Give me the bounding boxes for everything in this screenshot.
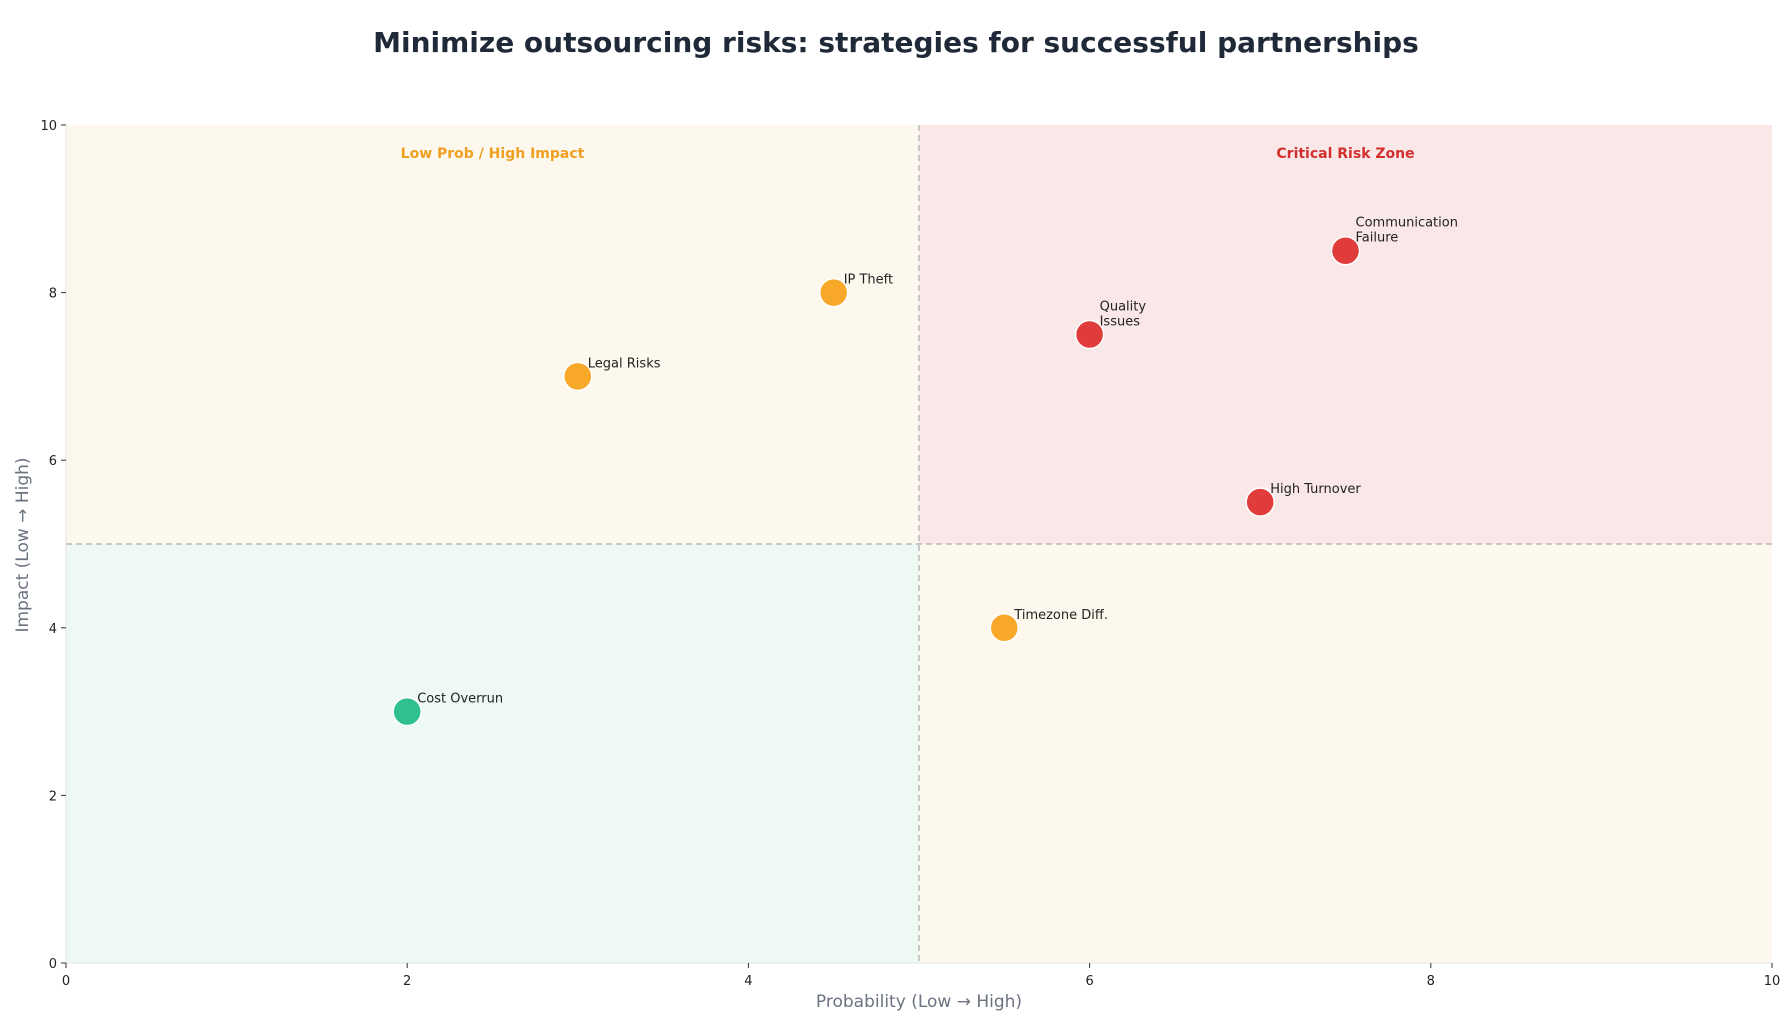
- data-point-marker: [1330, 235, 1361, 266]
- y-tick-label: 10: [40, 119, 57, 134]
- y-tick-label: 8: [49, 287, 57, 302]
- zone-label-low-high: Low Prob / High Impact: [401, 146, 585, 162]
- x-tick-label: 10: [1764, 974, 1781, 989]
- data-point-marker: [563, 361, 593, 392]
- chart-title: Minimize outsourcing risks: strategies f…: [373, 26, 1419, 59]
- y-axis-label: Impact (Low → High): [13, 457, 33, 632]
- data-point-group: Legal Risks: [563, 356, 661, 392]
- threshold-lines: [66, 125, 1772, 963]
- data-point-marker: [1245, 487, 1275, 517]
- y-tick-label: 6: [49, 454, 57, 469]
- data-point-marker: [989, 613, 1020, 643]
- data-point-label: Failure: [1356, 231, 1399, 246]
- data-point-marker: [392, 696, 422, 727]
- data-point-marker: [1074, 319, 1105, 350]
- x-tick-label: 4: [744, 974, 752, 989]
- axes: 0 2 4 6 8 10 0 2 4 6 8 10: [40, 119, 1780, 989]
- x-tick-label: 0: [62, 974, 70, 989]
- y-tick-label: 2: [49, 789, 57, 804]
- y-tick-label: 4: [49, 622, 57, 637]
- data-point-label: Cost Overrun: [417, 692, 503, 707]
- quadrant-backgrounds: [66, 125, 1772, 963]
- y-tick-label: 0: [49, 957, 57, 972]
- x-axis-label: Probability (Low → High): [816, 992, 1022, 1012]
- x-tick-label: 2: [403, 974, 411, 989]
- data-point-group: High Turnover: [1245, 482, 1361, 517]
- data-point-group: Timezone Diff.: [989, 608, 1108, 643]
- quadrant-high-low: [919, 544, 1772, 963]
- quadrant-high-high: [919, 125, 1772, 544]
- data-point-group: Cost Overrun: [392, 692, 503, 727]
- data-point-label: High Turnover: [1270, 482, 1361, 497]
- data-point-label: IP Theft: [844, 273, 893, 288]
- data-point-marker: [818, 277, 849, 308]
- data-point-label: Issues: [1100, 315, 1141, 330]
- zone-label-high-high: Critical Risk Zone: [1276, 146, 1414, 162]
- x-tick-label: 8: [1427, 974, 1435, 989]
- data-point-label: Timezone Diff.: [1013, 608, 1108, 623]
- data-point-label: Communication: [1356, 216, 1458, 231]
- data-point-group: IP Theft: [818, 273, 893, 308]
- zone-labels: Low Prob / High Impact Critical Risk Zone: [401, 146, 1415, 162]
- x-tick-label: 6: [1085, 974, 1093, 989]
- quadrant-low-low: [66, 544, 919, 963]
- data-point-label: Legal Risks: [588, 356, 661, 371]
- data-point-label: Quality: [1100, 300, 1147, 315]
- quadrant-low-high: [66, 125, 919, 544]
